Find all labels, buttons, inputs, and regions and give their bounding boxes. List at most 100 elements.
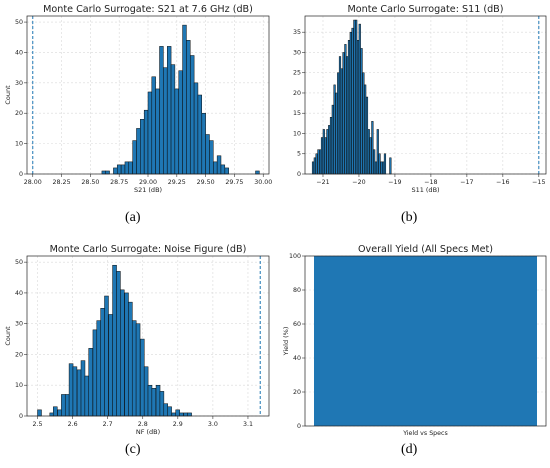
histogram-bar <box>104 295 109 417</box>
y-tick-label: 100 <box>289 253 301 260</box>
chart-title: Monte Carlo Surrogate: Noise Figure (dB) <box>50 244 247 255</box>
histogram-bar <box>197 94 202 175</box>
histogram-bar <box>376 129 379 175</box>
y-tick-label: 0 <box>19 413 23 420</box>
histogram-bar <box>120 289 125 417</box>
histogram-bar <box>112 264 117 417</box>
histogram-bar <box>190 55 195 175</box>
x-tick-label: 2.7 <box>103 421 113 428</box>
histogram-bar <box>209 140 214 175</box>
histogram-bar <box>378 153 381 175</box>
histogram-bar <box>179 412 184 417</box>
histogram-bar <box>333 84 336 175</box>
histogram-bar <box>53 406 58 417</box>
y-tick-label: 50 <box>15 19 23 26</box>
histogram-bar <box>108 314 113 417</box>
y-tick-label: 20 <box>293 389 301 396</box>
histogram-bar <box>340 68 343 175</box>
histogram-bar <box>213 161 218 175</box>
histogram-bar <box>338 56 342 175</box>
chart-title: Overall Yield (All Specs Met) <box>358 244 493 255</box>
histogram-bar <box>101 170 106 175</box>
histogram-bar <box>351 27 354 175</box>
histogram-bar <box>369 137 372 175</box>
y-tick-label: 0 <box>19 171 23 178</box>
histogram-bar <box>76 369 82 417</box>
histogram-bar <box>163 67 168 175</box>
x-tick-label: 2.5 <box>33 421 43 428</box>
histogram-bar <box>163 403 168 417</box>
histogram-bar <box>155 384 161 417</box>
histogram-bar <box>140 338 145 417</box>
histogram-bar <box>187 412 192 417</box>
histogram-bar <box>329 117 333 175</box>
histogram-bar <box>174 88 179 175</box>
y-tick-label: 25 <box>293 70 301 77</box>
histogram-bar <box>159 391 165 417</box>
x-tick-label: 2.8 <box>138 421 148 428</box>
y-tick-label: 30 <box>293 49 301 56</box>
y-tick-label: 0 <box>297 423 301 430</box>
histogram-bar <box>344 44 347 175</box>
histogram-bar <box>382 161 385 175</box>
histogram-bar <box>355 19 358 175</box>
histogram-bar <box>61 394 66 417</box>
panel-label-d: (d) <box>401 442 418 457</box>
y-tick-label: 10 <box>15 141 23 148</box>
histogram-bar <box>326 129 329 175</box>
histogram-bar <box>220 164 226 175</box>
x-tick-label: 28.75 <box>110 179 128 186</box>
histogram-bar <box>322 129 325 175</box>
x-tick-label: −19 <box>388 179 401 186</box>
histogram-bar <box>320 137 324 175</box>
histogram-bar <box>72 366 78 417</box>
bar <box>314 256 537 426</box>
y-axis-label: Count <box>4 326 12 346</box>
histogram-bar <box>364 84 367 175</box>
y-tick-label: 30 <box>15 321 23 328</box>
panel-label-b: (b) <box>401 210 418 225</box>
histogram-bar <box>155 88 160 175</box>
histogram-bar <box>128 161 133 175</box>
x-axis-label: S11 (dB) <box>411 186 439 194</box>
y-tick-label: 10 <box>293 130 301 137</box>
y-axis-label: Yield (%) <box>282 327 290 357</box>
y-tick-label: 15 <box>293 110 301 117</box>
x-tick-label: Yield vs Specs <box>402 430 448 437</box>
histogram-bar <box>124 292 129 417</box>
histogram-bar <box>371 121 374 175</box>
y-tick-label: 20 <box>293 90 301 97</box>
histogram-bar <box>205 134 210 175</box>
histogram-bar <box>324 137 327 175</box>
x-tick-label: 29.00 <box>139 179 157 186</box>
y-tick-label: 30 <box>15 80 23 87</box>
histogram-bar <box>346 56 349 175</box>
x-tick-label: 30.00 <box>254 179 272 186</box>
y-tick-label: 80 <box>293 287 301 294</box>
panel-label-c: (c) <box>125 442 141 457</box>
y-tick-label: 5 <box>297 151 301 158</box>
histogram-bar <box>389 157 392 175</box>
histogram-bar <box>358 23 361 175</box>
histogram-bar <box>167 406 172 417</box>
histogram-bar <box>57 409 62 417</box>
histogram-bar <box>373 149 376 175</box>
histogram-bar <box>183 412 188 417</box>
histogram-bar <box>68 363 74 417</box>
x-tick-label: 28.50 <box>81 179 99 186</box>
y-tick-label: 60 <box>293 321 301 328</box>
x-axis-label: S21 (dB) <box>134 186 162 194</box>
y-tick-label: 50 <box>15 259 23 266</box>
plot-frame <box>26 255 270 417</box>
y-tick-label: 40 <box>15 49 23 56</box>
histogram-bar <box>84 375 90 417</box>
histogram-bar <box>224 167 229 175</box>
histogram-bar <box>331 104 334 175</box>
histogram-bar <box>335 92 338 175</box>
histogram-bar <box>88 348 93 417</box>
y-tick-label: 20 <box>15 110 23 117</box>
histogram-bar <box>64 394 70 417</box>
histogram-bar <box>367 129 370 175</box>
